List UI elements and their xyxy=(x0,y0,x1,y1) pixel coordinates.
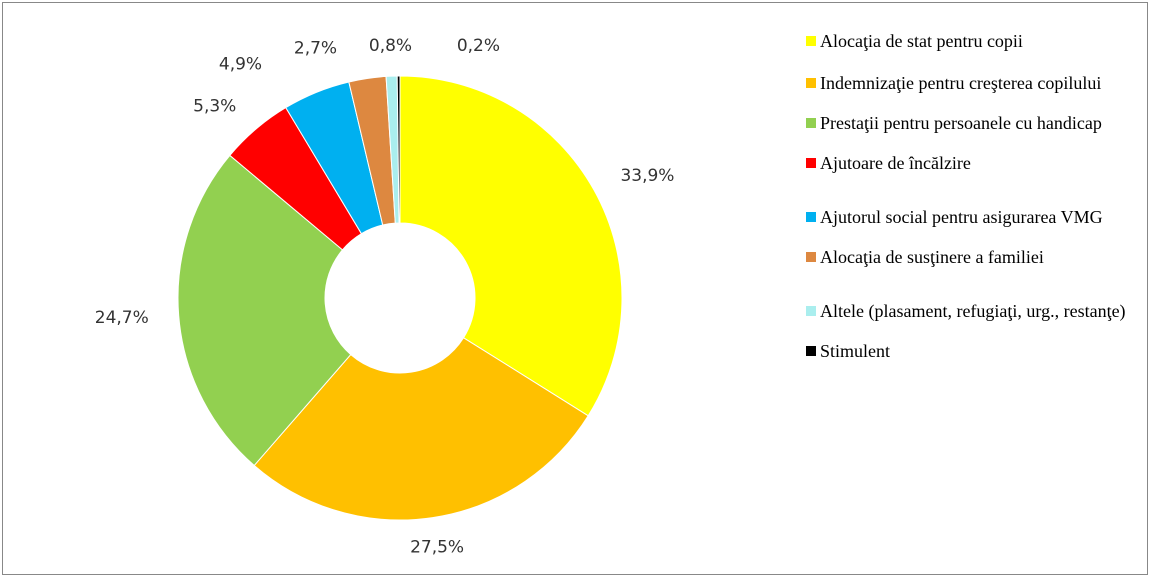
legend-swatch xyxy=(806,346,816,356)
chart: 33,9% 27,5% 24,7% 5,3% 4,9% 2,7% 0,8% 0,2% xyxy=(95,36,675,557)
legend-item: Stimulent xyxy=(806,340,1136,362)
legend-item: Ajutorul social pentru asigurarea VMG xyxy=(806,206,1136,228)
legend-swatch xyxy=(806,78,816,88)
legend-label: Ajutoare de încălzire xyxy=(820,153,971,173)
legend-item: Alocaţia de stat pentru copii xyxy=(806,30,1136,52)
legend-swatch xyxy=(806,252,816,262)
legend-label: Altele (plasament, refugiaţi, urg., rest… xyxy=(820,301,1126,321)
donut-slice xyxy=(177,154,352,467)
legend-item: Alocaţia de susţinere a familiei xyxy=(806,246,1136,268)
legend-swatch xyxy=(806,212,816,222)
data-label: 5,3% xyxy=(193,96,236,116)
legend-swatch xyxy=(806,36,816,46)
legend-label: Alocaţia de stat pentru copii xyxy=(820,31,1023,51)
legend-label: Prestaţii pentru persoanele cu handicap xyxy=(820,113,1102,133)
donut-slice xyxy=(399,75,623,417)
data-label: 27,5% xyxy=(410,537,464,557)
data-label: 24,7% xyxy=(95,308,149,328)
legend-label: Stimulent xyxy=(820,341,891,361)
legend-label: Indemnizaţie pentru creşterea copilului xyxy=(820,73,1102,93)
legend-swatch xyxy=(806,306,816,316)
legend-swatch xyxy=(806,158,816,168)
data-label: 0,2% xyxy=(457,36,500,56)
donut-slice xyxy=(253,337,589,521)
legend-item: Ajutoare de încălzire xyxy=(806,152,1136,174)
legend-swatch xyxy=(806,118,816,128)
data-label: 4,9% xyxy=(219,55,262,75)
legend-label: Ajutorul social pentru asigurarea VMG xyxy=(820,207,1103,227)
legend-item: Altele (plasament, refugiaţi, urg., rest… xyxy=(806,300,1136,322)
data-label: 0,8% xyxy=(369,36,412,56)
donut-slice xyxy=(396,75,401,224)
legend: Alocaţia de stat pentru copii Indemnizaţi… xyxy=(806,30,1136,362)
data-label: 33,9% xyxy=(620,166,674,186)
legend-label: Alocaţia de susţinere a familiei xyxy=(820,247,1044,267)
legend-item: Indemnizaţie pentru creşterea copilului xyxy=(806,72,1136,94)
data-label: 2,7% xyxy=(294,39,337,59)
legend-item: Prestaţii pentru persoanele cu handicap xyxy=(806,112,1136,134)
